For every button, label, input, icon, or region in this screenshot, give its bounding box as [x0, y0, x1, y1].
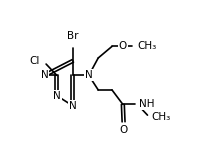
Text: O: O: [119, 41, 127, 51]
Text: Br: Br: [67, 31, 79, 41]
Text: CH₃: CH₃: [151, 113, 171, 122]
Text: N: N: [41, 70, 48, 80]
Text: CH₃: CH₃: [137, 41, 156, 51]
Text: NH: NH: [139, 99, 155, 109]
Text: Cl: Cl: [30, 56, 40, 66]
Text: N: N: [53, 91, 61, 101]
Text: N: N: [41, 70, 48, 80]
Text: N: N: [85, 70, 93, 80]
Text: N: N: [53, 91, 61, 101]
Text: N: N: [69, 101, 77, 111]
Text: CH₃: CH₃: [137, 41, 156, 51]
Text: N: N: [69, 101, 77, 111]
Text: O: O: [119, 125, 128, 135]
Text: Cl: Cl: [30, 56, 40, 66]
Text: O: O: [119, 41, 127, 51]
Text: O: O: [119, 125, 128, 135]
Text: N: N: [85, 70, 93, 80]
Text: NH: NH: [139, 99, 155, 109]
Text: Br: Br: [67, 31, 79, 41]
Text: CH₃: CH₃: [151, 113, 171, 122]
